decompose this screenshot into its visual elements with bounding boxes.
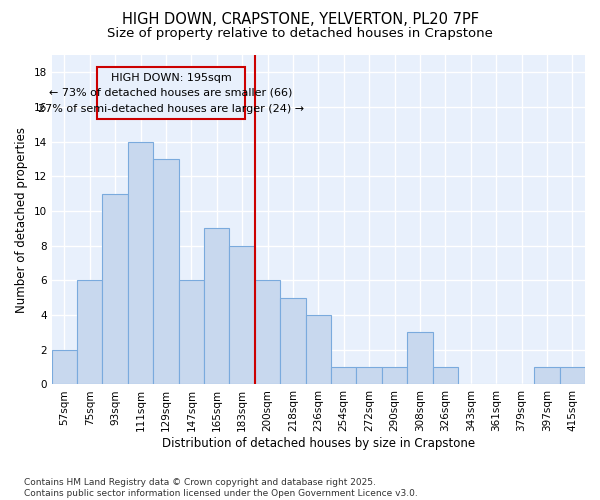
Bar bbox=[255, 280, 280, 384]
Text: ← 73% of detached houses are smaller (66): ← 73% of detached houses are smaller (66… bbox=[49, 88, 293, 98]
Text: Size of property relative to detached houses in Crapstone: Size of property relative to detached ho… bbox=[107, 28, 493, 40]
Bar bbox=[153, 159, 179, 384]
FancyBboxPatch shape bbox=[97, 67, 245, 119]
Bar bbox=[128, 142, 153, 384]
Bar bbox=[560, 367, 585, 384]
Text: Contains HM Land Registry data © Crown copyright and database right 2025.
Contai: Contains HM Land Registry data © Crown c… bbox=[24, 478, 418, 498]
Bar bbox=[77, 280, 103, 384]
Bar bbox=[407, 332, 433, 384]
Text: HIGH DOWN: 195sqm: HIGH DOWN: 195sqm bbox=[110, 73, 232, 83]
Bar bbox=[331, 367, 356, 384]
Bar bbox=[280, 298, 305, 384]
Text: HIGH DOWN, CRAPSTONE, YELVERTON, PL20 7PF: HIGH DOWN, CRAPSTONE, YELVERTON, PL20 7P… bbox=[121, 12, 479, 28]
Bar bbox=[179, 280, 204, 384]
Bar bbox=[229, 246, 255, 384]
Bar bbox=[534, 367, 560, 384]
Bar bbox=[52, 350, 77, 384]
Bar bbox=[103, 194, 128, 384]
Bar bbox=[305, 315, 331, 384]
Bar bbox=[204, 228, 229, 384]
Bar bbox=[382, 367, 407, 384]
Bar bbox=[433, 367, 458, 384]
Bar bbox=[356, 367, 382, 384]
Text: 27% of semi-detached houses are larger (24) →: 27% of semi-detached houses are larger (… bbox=[38, 104, 304, 114]
X-axis label: Distribution of detached houses by size in Crapstone: Distribution of detached houses by size … bbox=[162, 437, 475, 450]
Y-axis label: Number of detached properties: Number of detached properties bbox=[15, 126, 28, 312]
